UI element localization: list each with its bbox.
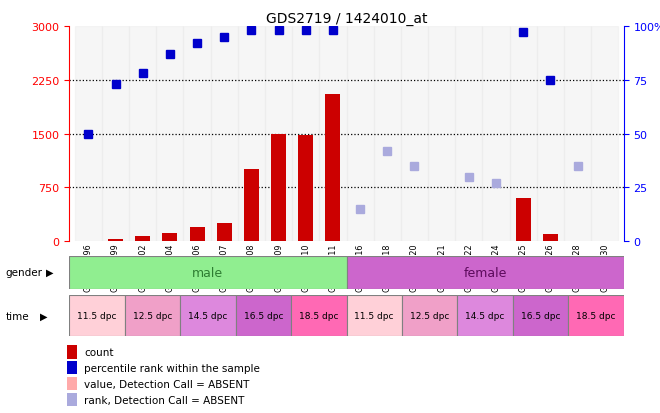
Text: percentile rank within the sample: percentile rank within the sample [84,363,260,373]
Bar [564,27,591,242]
Text: 18.5 dpc: 18.5 dpc [576,311,616,320]
Bar [319,27,346,242]
Bar [591,27,618,242]
Bar [211,27,238,242]
Bar [108,240,123,242]
Text: 16.5 dpc: 16.5 dpc [244,311,283,320]
Bar [189,227,205,242]
Bar [156,27,183,242]
Bar [325,95,341,242]
Bar [183,27,211,242]
Text: 16.5 dpc: 16.5 dpc [521,311,560,320]
Bar [238,27,265,242]
Bar [537,27,564,242]
Text: time: time [5,311,29,321]
Bar [292,27,319,242]
Text: value, Detection Call = ABSENT: value, Detection Call = ABSENT [84,379,249,389]
Bar [515,199,531,242]
Text: ▶: ▶ [40,311,47,321]
Bar [69,256,347,289]
Bar [67,377,77,390]
Bar [162,233,178,242]
Bar [129,27,156,242]
Bar [244,170,259,242]
Bar [513,295,568,337]
Bar [346,295,402,337]
Bar [401,27,428,242]
Text: gender: gender [5,268,42,278]
Bar [69,295,125,337]
Bar [543,235,558,242]
Text: female: female [463,266,507,279]
Bar [455,27,482,242]
Text: 14.5 dpc: 14.5 dpc [188,311,228,320]
Bar [67,345,77,358]
Bar [298,135,313,242]
Bar [125,295,180,337]
Text: male: male [192,266,224,279]
Text: 18.5 dpc: 18.5 dpc [299,311,339,320]
Text: 12.5 dpc: 12.5 dpc [410,311,449,320]
Bar [402,295,457,337]
Bar [216,223,232,242]
Bar [265,27,292,242]
Bar [67,361,77,375]
Bar [271,134,286,242]
Text: 11.5 dpc: 11.5 dpc [77,311,117,320]
Bar [236,295,291,337]
Text: 14.5 dpc: 14.5 dpc [465,311,505,320]
Text: count: count [84,347,114,357]
Bar [135,237,150,242]
Title: GDS2719 / 1424010_at: GDS2719 / 1424010_at [266,12,427,26]
Bar [346,27,374,242]
Text: ▶: ▶ [46,268,53,278]
Bar [75,27,102,242]
Bar [482,27,510,242]
Bar [291,295,346,337]
Bar [346,256,624,289]
Text: 11.5 dpc: 11.5 dpc [354,311,394,320]
Bar [67,393,77,406]
Bar [568,295,624,337]
Bar [374,27,401,242]
Bar [102,27,129,242]
Text: rank, Detection Call = ABSENT: rank, Detection Call = ABSENT [84,395,244,405]
Bar [428,27,455,242]
Bar [510,27,537,242]
Bar [180,295,236,337]
Text: 12.5 dpc: 12.5 dpc [133,311,172,320]
Bar [457,295,513,337]
